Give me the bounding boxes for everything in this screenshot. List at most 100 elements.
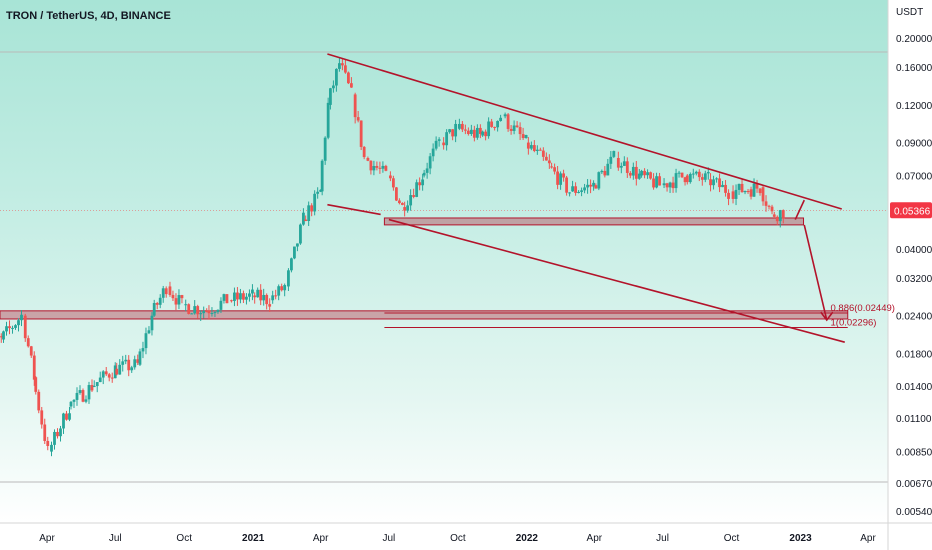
candle[interactable] — [216, 309, 220, 313]
candle[interactable] — [147, 330, 151, 334]
candle[interactable] — [715, 178, 718, 180]
candle[interactable] — [431, 148, 435, 157]
candle[interactable] — [104, 371, 108, 375]
candle[interactable] — [75, 392, 79, 400]
candle[interactable] — [457, 123, 461, 129]
candle[interactable] — [180, 295, 184, 299]
candle[interactable] — [397, 200, 401, 204]
candle[interactable] — [256, 289, 260, 298]
candle[interactable] — [184, 304, 188, 306]
candle[interactable] — [469, 129, 473, 134]
candle[interactable] — [230, 300, 233, 302]
candle[interactable] — [253, 295, 257, 298]
candle[interactable] — [133, 359, 137, 368]
candle[interactable] — [737, 183, 741, 190]
candle[interactable] — [448, 129, 452, 133]
candle[interactable] — [434, 140, 438, 149]
candle[interactable] — [697, 171, 701, 178]
candle[interactable] — [347, 72, 350, 84]
candle[interactable] — [597, 172, 601, 189]
candle[interactable] — [418, 182, 422, 186]
candle[interactable] — [177, 295, 181, 305]
candle[interactable] — [171, 294, 175, 299]
candle[interactable] — [210, 313, 214, 315]
candle[interactable] — [68, 413, 71, 420]
candle[interactable] — [207, 310, 211, 314]
candle[interactable] — [425, 168, 429, 173]
candle[interactable] — [115, 368, 119, 375]
candle[interactable] — [428, 156, 432, 169]
candle[interactable] — [674, 173, 678, 189]
candle[interactable] — [559, 173, 562, 185]
candle[interactable] — [239, 293, 242, 300]
candle[interactable] — [164, 288, 168, 295]
candle[interactable] — [571, 186, 574, 192]
candle[interactable] — [344, 65, 347, 73]
candle[interactable] — [213, 312, 217, 314]
candle[interactable] — [515, 125, 519, 128]
candle[interactable] — [487, 121, 491, 137]
candle[interactable] — [158, 297, 162, 305]
candle[interactable] — [310, 205, 314, 212]
lower-trendline[interactable] — [388, 218, 845, 343]
candle[interactable] — [20, 314, 23, 321]
candle[interactable] — [0, 336, 3, 338]
candle[interactable] — [107, 374, 111, 378]
candle[interactable] — [233, 292, 236, 302]
candle[interactable] — [460, 123, 464, 130]
candle[interactable] — [586, 184, 589, 188]
candle[interactable] — [752, 183, 756, 197]
candle[interactable] — [268, 304, 272, 307]
candle[interactable] — [381, 165, 385, 169]
candle[interactable] — [350, 83, 353, 88]
candle[interactable] — [556, 171, 559, 185]
candle[interactable] — [758, 188, 762, 194]
channel-top[interactable] — [327, 203, 381, 216]
candle[interactable] — [721, 184, 724, 188]
candle[interactable] — [394, 187, 398, 201]
candle[interactable] — [634, 166, 638, 179]
candle[interactable] — [391, 178, 395, 188]
candle[interactable] — [637, 173, 641, 179]
candle[interactable] — [652, 178, 655, 188]
candle[interactable] — [547, 160, 551, 164]
candle[interactable] — [700, 177, 704, 180]
candle[interactable] — [196, 306, 200, 315]
candle[interactable] — [568, 192, 571, 194]
candle[interactable] — [442, 142, 446, 146]
candle[interactable] — [671, 182, 675, 189]
candle[interactable] — [118, 364, 122, 375]
candle[interactable] — [529, 145, 533, 149]
candle[interactable] — [245, 296, 248, 300]
candle[interactable] — [296, 243, 299, 247]
candle[interactable] — [649, 172, 652, 179]
candle[interactable] — [646, 172, 649, 176]
support-zone[interactable] — [383, 217, 805, 226]
candle[interactable] — [463, 129, 467, 131]
candle[interactable] — [594, 185, 598, 189]
candle[interactable] — [612, 151, 616, 157]
candle[interactable] — [622, 161, 626, 166]
candle[interactable] — [155, 302, 159, 305]
candle[interactable] — [37, 391, 41, 411]
candle[interactable] — [138, 351, 142, 365]
candle[interactable] — [287, 270, 290, 287]
candle[interactable] — [293, 246, 296, 259]
candle[interactable] — [242, 293, 245, 300]
candle[interactable] — [384, 165, 388, 171]
candle[interactable] — [127, 359, 131, 371]
candle[interactable] — [740, 183, 744, 193]
candle[interactable] — [84, 399, 88, 402]
candle[interactable] — [320, 160, 324, 192]
candle[interactable] — [26, 338, 30, 347]
candle[interactable] — [478, 127, 482, 134]
candle[interactable] — [152, 302, 156, 316]
candle[interactable] — [603, 170, 607, 176]
candle[interactable] — [304, 219, 308, 222]
candle[interactable] — [29, 346, 33, 356]
candle[interactable] — [691, 173, 695, 175]
candle[interactable] — [187, 304, 191, 314]
candle[interactable] — [481, 131, 485, 136]
candle[interactable] — [631, 166, 635, 176]
candle[interactable] — [81, 390, 85, 402]
